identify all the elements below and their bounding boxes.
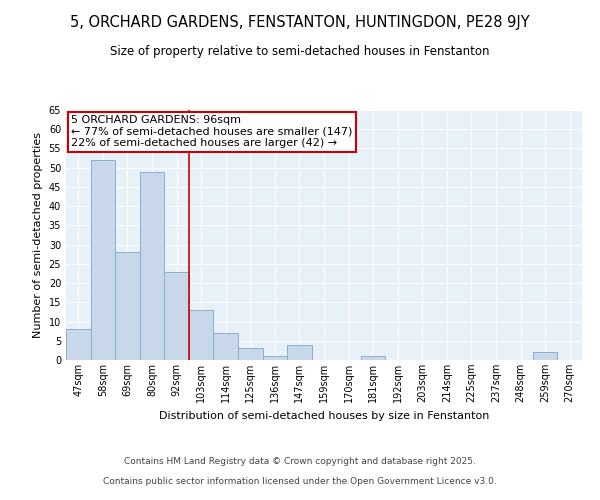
Bar <box>115 252 140 360</box>
Bar <box>140 172 164 360</box>
Bar <box>164 272 189 360</box>
Bar <box>238 348 263 360</box>
Bar <box>287 344 312 360</box>
Bar <box>66 329 91 360</box>
Bar <box>214 333 238 360</box>
Text: 5, ORCHARD GARDENS, FENSTANTON, HUNTINGDON, PE28 9JY: 5, ORCHARD GARDENS, FENSTANTON, HUNTINGD… <box>70 15 530 30</box>
Y-axis label: Number of semi-detached properties: Number of semi-detached properties <box>33 132 43 338</box>
Text: Contains public sector information licensed under the Open Government Licence v3: Contains public sector information licen… <box>103 478 497 486</box>
Bar <box>361 356 385 360</box>
X-axis label: Distribution of semi-detached houses by size in Fenstanton: Distribution of semi-detached houses by … <box>159 410 489 420</box>
Text: 5 ORCHARD GARDENS: 96sqm
← 77% of semi-detached houses are smaller (147)
22% of : 5 ORCHARD GARDENS: 96sqm ← 77% of semi-d… <box>71 115 353 148</box>
Bar <box>91 160 115 360</box>
Text: Contains HM Land Registry data © Crown copyright and database right 2025.: Contains HM Land Registry data © Crown c… <box>124 458 476 466</box>
Text: Size of property relative to semi-detached houses in Fenstanton: Size of property relative to semi-detach… <box>110 45 490 58</box>
Bar <box>263 356 287 360</box>
Bar <box>533 352 557 360</box>
Bar <box>189 310 214 360</box>
